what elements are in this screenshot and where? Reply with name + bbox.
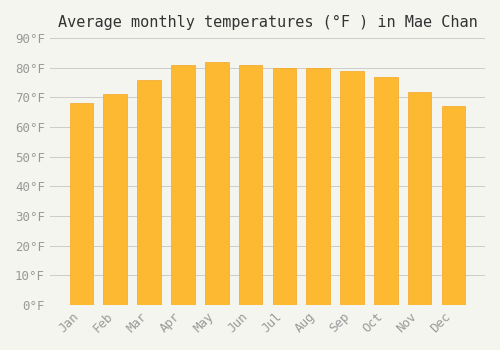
Bar: [70, 103, 94, 305]
Bar: [205, 62, 229, 305]
Bar: [104, 94, 127, 305]
Bar: [171, 65, 194, 305]
Bar: [340, 71, 364, 305]
Bar: [442, 106, 465, 305]
Bar: [272, 68, 296, 305]
Bar: [374, 77, 398, 305]
Title: Average monthly temperatures (°F ) in Mae Chan: Average monthly temperatures (°F ) in Ma…: [58, 15, 478, 30]
Bar: [238, 65, 262, 305]
Bar: [138, 80, 161, 305]
Bar: [408, 91, 432, 305]
Bar: [306, 68, 330, 305]
